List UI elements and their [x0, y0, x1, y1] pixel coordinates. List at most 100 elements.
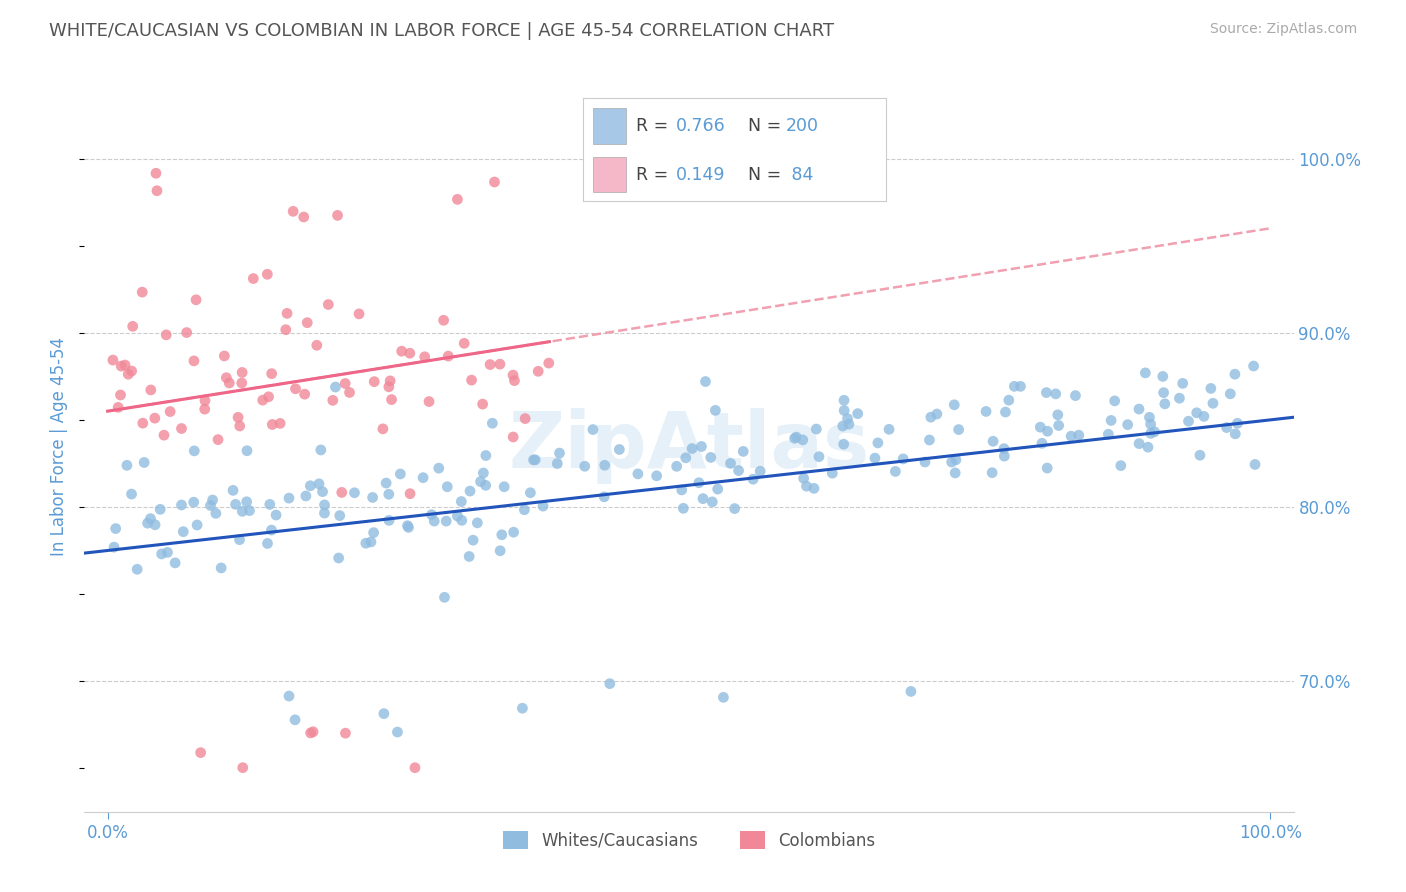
Point: [149, 502, 172, 516]
Point: [121, 364, 143, 378]
Point: [183, 495, 205, 509]
Point: [228, 419, 250, 434]
Point: [278, 491, 301, 505]
Point: [1199, 381, 1222, 395]
Point: [389, 467, 412, 481]
Point: [1099, 413, 1122, 427]
Point: [274, 323, 297, 337]
Point: [548, 446, 571, 460]
Point: [226, 410, 249, 425]
Point: [231, 376, 253, 390]
Point: [143, 411, 166, 425]
Point: [115, 458, 138, 473]
Point: [491, 528, 513, 542]
Point: [481, 416, 503, 430]
Point: [537, 356, 560, 370]
Point: [489, 357, 512, 371]
Text: 200: 200: [786, 118, 820, 136]
Point: [146, 184, 169, 198]
Point: [121, 319, 143, 334]
Point: [1036, 424, 1059, 438]
Point: [1171, 376, 1194, 391]
Point: [378, 487, 401, 501]
Point: [101, 353, 124, 368]
Point: [284, 382, 307, 396]
Point: [347, 307, 370, 321]
Point: [1168, 391, 1191, 405]
Point: [194, 402, 217, 417]
Point: [278, 689, 301, 703]
Point: [803, 481, 825, 495]
Point: [184, 293, 207, 307]
Point: [295, 489, 318, 503]
Point: [104, 522, 127, 536]
Point: [1035, 385, 1057, 400]
Point: [437, 349, 460, 363]
Point: [121, 487, 143, 501]
Point: [260, 367, 283, 381]
Point: [183, 354, 205, 368]
Point: [209, 561, 232, 575]
Point: [582, 423, 605, 437]
Point: [943, 466, 966, 480]
Point: [378, 380, 401, 394]
Point: [433, 591, 456, 605]
Point: [387, 725, 409, 739]
Point: [446, 192, 468, 206]
Point: [420, 508, 443, 522]
Point: [1185, 406, 1208, 420]
Point: [1036, 461, 1059, 475]
Point: [793, 471, 815, 485]
Point: [110, 359, 132, 373]
Point: [1192, 409, 1215, 424]
Point: [702, 495, 724, 509]
Point: [806, 422, 828, 436]
Point: [190, 746, 212, 760]
Point: [821, 466, 844, 480]
Point: [831, 419, 853, 434]
Point: [706, 482, 728, 496]
Point: [1067, 428, 1090, 442]
FancyBboxPatch shape: [592, 109, 626, 145]
Point: [396, 518, 419, 533]
Point: [322, 393, 344, 408]
Point: [361, 491, 384, 505]
Point: [311, 484, 333, 499]
Point: [131, 285, 153, 300]
Point: [1202, 396, 1225, 410]
Text: R =: R =: [637, 118, 673, 136]
Point: [391, 344, 413, 359]
Point: [1136, 440, 1159, 454]
Y-axis label: In Labor Force | Age 45-54: In Labor Force | Age 45-54: [51, 336, 69, 556]
Point: [704, 403, 727, 417]
Point: [427, 461, 450, 475]
Point: [257, 390, 280, 404]
Point: [1153, 397, 1175, 411]
Point: [884, 464, 907, 478]
Point: [599, 676, 621, 690]
Point: [900, 684, 922, 698]
Point: [132, 416, 155, 430]
Point: [574, 459, 596, 474]
Point: [136, 516, 159, 531]
Point: [1046, 408, 1069, 422]
Point: [127, 562, 149, 576]
Point: [299, 726, 322, 740]
Point: [503, 374, 526, 388]
Point: [176, 326, 198, 340]
Point: [470, 475, 492, 489]
Point: [783, 431, 806, 445]
Point: [170, 421, 193, 435]
Point: [264, 508, 287, 522]
Point: [325, 380, 347, 394]
Point: [316, 297, 339, 311]
Point: [153, 428, 176, 442]
Point: [1109, 458, 1132, 473]
Point: [1139, 410, 1161, 425]
Point: [328, 551, 350, 566]
Point: [593, 490, 616, 504]
Point: [156, 545, 179, 559]
Text: ZipAtlas: ZipAtlas: [509, 408, 869, 484]
Point: [742, 472, 765, 486]
Point: [450, 494, 472, 508]
